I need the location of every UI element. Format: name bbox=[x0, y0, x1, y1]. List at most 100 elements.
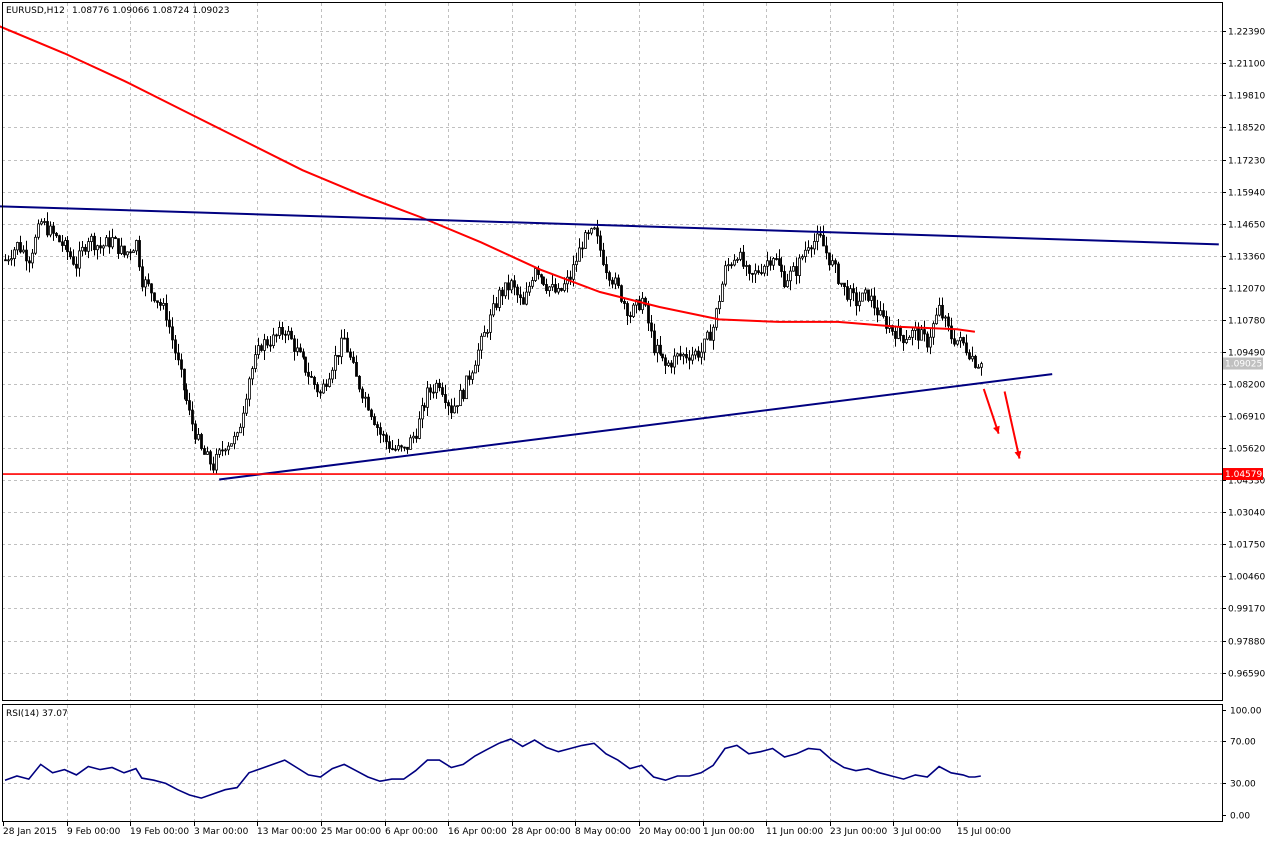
drawn-lines bbox=[0, 205, 1222, 481]
candle-body bbox=[174, 339, 177, 354]
candle-body bbox=[486, 331, 489, 334]
candles bbox=[4, 212, 983, 474]
candle-body bbox=[96, 245, 99, 251]
price-tick-label: 1.04330 bbox=[1228, 477, 1265, 487]
time-tick-label: 15 Jul 00:00 bbox=[957, 827, 1011, 837]
candle-body bbox=[4, 259, 7, 262]
candle-body bbox=[569, 276, 572, 280]
candle-body bbox=[254, 354, 257, 369]
candle-body bbox=[956, 340, 959, 345]
candle-body bbox=[801, 256, 804, 259]
candle-body bbox=[837, 263, 840, 284]
candle-body bbox=[203, 448, 206, 455]
candle-body bbox=[534, 268, 537, 281]
candle-body bbox=[435, 382, 438, 394]
price-tick-label: 1.19810 bbox=[1228, 92, 1265, 102]
main-plot-frame[interactable] bbox=[2, 2, 1223, 701]
candle-body bbox=[876, 307, 879, 316]
candle-body bbox=[498, 289, 501, 308]
candle-body bbox=[864, 289, 867, 294]
price-tick-label: 0.96590 bbox=[1228, 670, 1265, 680]
candle-body bbox=[385, 434, 388, 443]
candle-body bbox=[28, 260, 31, 264]
candle-body bbox=[165, 302, 168, 321]
candle-body bbox=[727, 264, 730, 267]
price-tick-label: 1.10780 bbox=[1228, 317, 1265, 327]
candle-body bbox=[516, 286, 519, 296]
candle-body bbox=[444, 394, 447, 404]
down-arrow-shaft bbox=[1003, 391, 1021, 459]
time-tick-label: 1 Jun 00:00 bbox=[703, 827, 755, 837]
time-tick-label: 9 Feb 00:00 bbox=[67, 827, 121, 837]
candle-body bbox=[968, 352, 971, 360]
candle-body bbox=[376, 424, 379, 428]
candle-body bbox=[126, 251, 129, 256]
candle-body bbox=[855, 292, 858, 307]
candle-body bbox=[581, 247, 584, 250]
candle-body bbox=[623, 300, 626, 304]
candle-body bbox=[626, 303, 629, 317]
candle-body bbox=[275, 334, 278, 337]
candle-body bbox=[483, 332, 486, 337]
candle-body bbox=[415, 435, 418, 439]
candle-body bbox=[7, 259, 10, 262]
candle-body bbox=[477, 349, 480, 366]
candle-body bbox=[257, 345, 260, 356]
candle-body bbox=[923, 329, 926, 335]
candle-body bbox=[730, 264, 733, 267]
candle-body bbox=[447, 402, 450, 407]
rsi-series-line bbox=[4, 738, 981, 799]
time-tick-label: 16 Apr 00:00 bbox=[448, 827, 507, 837]
candle-body bbox=[733, 259, 736, 266]
candle-body bbox=[590, 228, 593, 234]
candle-body bbox=[293, 338, 296, 352]
candle-body bbox=[162, 302, 165, 306]
candle-body bbox=[334, 354, 337, 371]
candle-body bbox=[748, 265, 751, 274]
candle-body bbox=[114, 237, 117, 240]
candle-body bbox=[25, 249, 28, 262]
candle-body bbox=[792, 266, 795, 272]
candle-body bbox=[653, 330, 656, 354]
price-tick-label: 0.99170 bbox=[1228, 605, 1265, 615]
candle-body bbox=[406, 446, 409, 450]
candle-body bbox=[813, 241, 816, 250]
candle-body bbox=[180, 359, 183, 370]
candle-body bbox=[379, 427, 382, 435]
candle-body bbox=[450, 405, 453, 414]
time-tick-label: 3 Mar 00:00 bbox=[194, 827, 249, 837]
price-tag-box bbox=[1223, 357, 1263, 370]
candle-body bbox=[724, 265, 727, 285]
candle-body bbox=[810, 247, 813, 250]
candle-body bbox=[328, 378, 331, 387]
candle-body bbox=[346, 337, 349, 353]
candle-body bbox=[560, 288, 563, 291]
candle-body bbox=[664, 357, 667, 366]
candle-body bbox=[212, 463, 215, 471]
candle-body bbox=[388, 441, 391, 449]
candle-body bbox=[638, 299, 641, 311]
candle-body bbox=[84, 246, 87, 252]
candle-body bbox=[400, 445, 403, 448]
candle-body bbox=[551, 284, 554, 288]
candle-body bbox=[974, 355, 977, 368]
candle-body bbox=[132, 250, 135, 253]
candle-body bbox=[650, 322, 653, 332]
candle-body bbox=[438, 382, 441, 389]
candle-body bbox=[13, 249, 16, 259]
candle-body bbox=[751, 273, 754, 275]
candle-body bbox=[959, 337, 962, 342]
candle-body bbox=[421, 405, 424, 420]
candle-body bbox=[706, 331, 709, 340]
candle-body bbox=[138, 240, 141, 268]
candle-body bbox=[391, 448, 394, 450]
candle-body bbox=[459, 389, 462, 407]
candle-body bbox=[412, 435, 415, 439]
candle-body bbox=[194, 423, 197, 440]
rsi-plot-frame[interactable] bbox=[2, 704, 1223, 822]
candle-body bbox=[926, 333, 929, 348]
candle-body bbox=[278, 327, 281, 336]
candle-body bbox=[429, 387, 432, 393]
candle-body bbox=[911, 329, 914, 338]
candle-body bbox=[691, 354, 694, 361]
